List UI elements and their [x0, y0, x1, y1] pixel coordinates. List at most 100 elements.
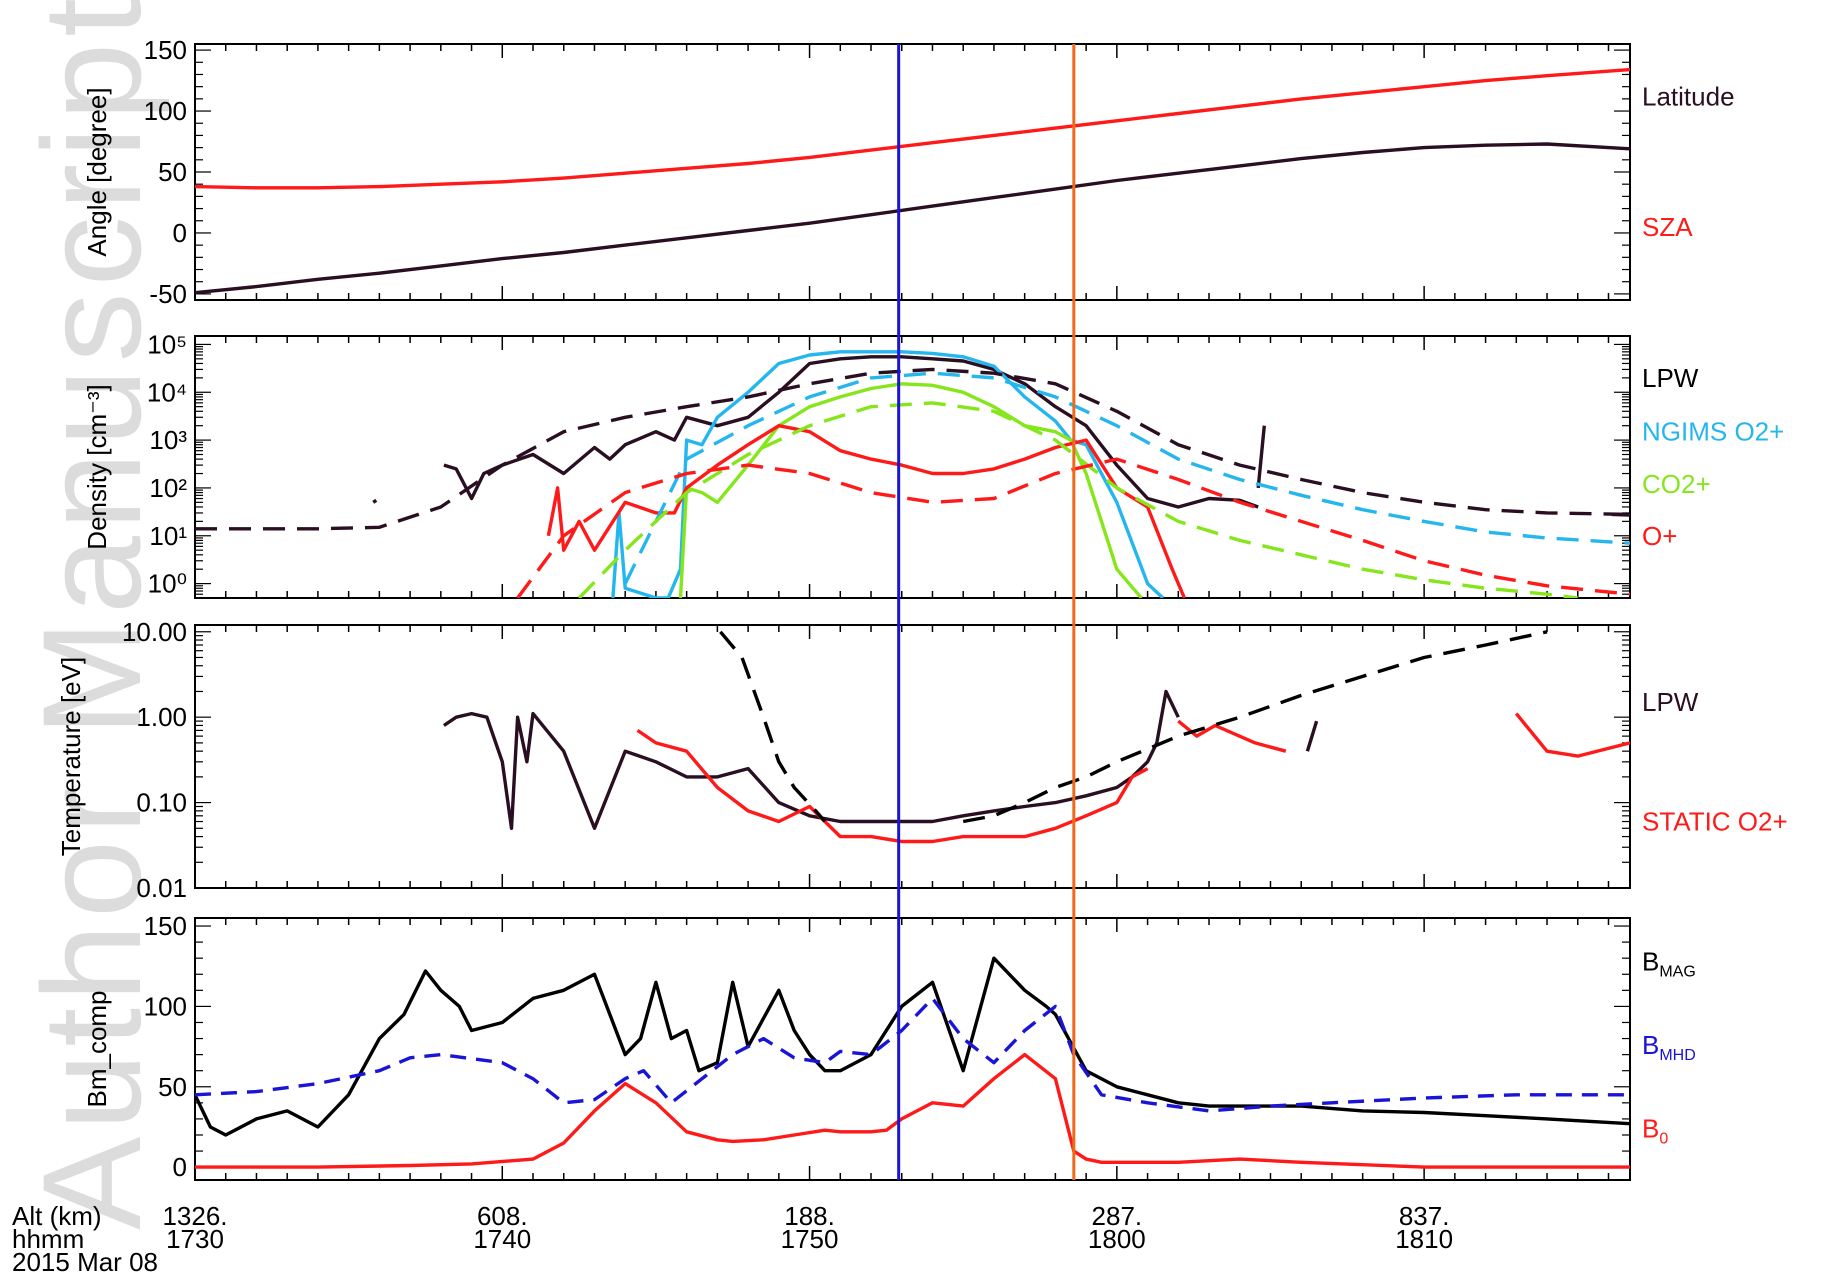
panel-frame [194, 335, 1631, 599]
legend-name: Latitude [1642, 81, 1735, 111]
series-group [195, 956, 1630, 1169]
series-lpw-extra [1256, 425, 1266, 489]
y-tick-label: 100 [144, 96, 187, 126]
series-lpw [443, 355, 1259, 509]
alt-tick-label: 188. [784, 1201, 835, 1231]
series-o- [546, 424, 1186, 598]
legend-name: NGIMS O2+ [1642, 417, 1784, 447]
legend-name: O+ [1642, 521, 1677, 551]
panel-frame [194, 43, 1631, 301]
legend-name: CO2+ [1642, 469, 1711, 499]
alt-label: Alt (km) [12, 1201, 102, 1231]
panel-frame [194, 917, 1631, 1181]
legend-name: LPW [1642, 363, 1699, 393]
panel-3: 10.00 1.00 0.10 0.01 Temperature [eV] LPW STAT… [56, 617, 1788, 903]
series-lpw-model [719, 630, 827, 823]
series-ngims-o2- [611, 350, 1165, 598]
alt-tick-label: 608. [477, 1201, 528, 1231]
y-tick-label: 10⁴ [147, 377, 187, 407]
legend-label: LPW [1642, 363, 1699, 393]
legend-label: SZA [1642, 212, 1693, 242]
legend-name: SZA [1642, 212, 1693, 242]
legend-name: STATIC O2+ [1642, 807, 1788, 837]
legend-subscript: MHD [1659, 1047, 1695, 1064]
y-tick-label: 150 [144, 911, 187, 941]
legend-name: LPW [1642, 687, 1699, 717]
series-b-0 [195, 1052, 1630, 1169]
time-tick-label: 1810 [1395, 1224, 1453, 1254]
y-tick-label: 0.01 [136, 873, 187, 903]
panel-1: 150 100 50 0 -50 Angle [degree] Latitude SZA [82, 35, 1735, 309]
y-tick-label: 10⁵ [147, 329, 187, 359]
series-lpw-dot [372, 498, 378, 504]
series-o-model [516, 457, 1630, 598]
legend-label: LPW [1642, 687, 1699, 717]
y-tick-label: 50 [158, 157, 187, 187]
legend-label: CO2+ [1642, 469, 1711, 499]
y-tick-label: 0 [173, 218, 187, 248]
y-axis-label: Density [cm⁻³] [82, 384, 112, 549]
legend-label: NGIMS O2+ [1642, 417, 1784, 447]
y-tick-label: 0 [173, 1152, 187, 1182]
date-label: 2015 Mar 08 [12, 1247, 158, 1275]
panel-frame [194, 624, 1631, 889]
time-tick-label: 1730 [166, 1224, 224, 1254]
series-static-o2-b [1177, 719, 1287, 753]
legend-label: BMHD [1642, 1030, 1696, 1064]
alt-tick-label: 287. [1092, 1201, 1143, 1231]
series-group [442, 630, 1630, 844]
legend-name: B [1642, 1030, 1659, 1060]
y-tick-label: 10¹ [149, 521, 187, 551]
legend-label: BMAG [1642, 946, 1696, 980]
series-b-mhd [195, 996, 1630, 1113]
y-axis-label: Temperature [eV] [56, 657, 86, 856]
series-b-mag [195, 956, 1630, 1137]
y-axis-label: Bm_comp [82, 990, 112, 1107]
legend-subscript: MAG [1659, 963, 1695, 980]
y-tick-label: 10.00 [122, 617, 187, 647]
y-tick-label: 1.00 [136, 702, 187, 732]
legend-name: B [1642, 946, 1659, 976]
panel-2: 10⁵ 10⁴ 10³ 10² 10¹ 10⁰ Density [cm⁻³] LPW NGIMS… [82, 329, 1784, 599]
time-tick-label: 1800 [1088, 1224, 1146, 1254]
alt-tick-label: 1326. [162, 1201, 227, 1231]
series-co2-model [577, 401, 1579, 598]
series-latitude [195, 142, 1630, 295]
series-static-o2-c [1514, 712, 1630, 758]
series-lpw-b [1155, 689, 1180, 744]
alt-tick-label: 837. [1399, 1201, 1450, 1231]
legend-subscript: 0 [1659, 1131, 1668, 1148]
legend-name: B [1642, 1114, 1659, 1144]
y-tick-label: 50 [158, 1072, 187, 1102]
y-tick-label: 0.10 [136, 788, 187, 818]
y-axis-label: Angle [degree] [82, 87, 112, 256]
series-group [195, 350, 1630, 598]
y-tick-label: 100 [144, 991, 187, 1021]
legend-label: Latitude [1642, 81, 1735, 111]
legend-label: O+ [1642, 521, 1677, 551]
series-lpw-model [195, 367, 1630, 531]
series-sza [195, 67, 1630, 190]
plots: 150 100 50 0 -50 Angle [degree] Latitude SZA 10⁵… [56, 35, 1788, 1182]
y-tick-label: 10³ [149, 425, 187, 455]
series-co2- [678, 382, 1143, 598]
legend-label: STATIC O2+ [1642, 807, 1788, 837]
series-ngims-model [623, 371, 1630, 585]
series-static-o2- [636, 728, 1149, 844]
series-group [195, 67, 1630, 295]
watermark: Author Manuscript [13, 0, 170, 1230]
time-tick-label: 1750 [781, 1224, 839, 1254]
y-tick-label: 10⁰ [148, 569, 187, 599]
time-tick-label: 1740 [473, 1224, 531, 1254]
legend-label: B0 [1642, 1114, 1668, 1148]
series-lpw [442, 711, 1159, 830]
series-lpw-c [1305, 720, 1319, 752]
y-tick-label: 150 [144, 35, 187, 65]
series-lpw-model-b [962, 630, 1548, 824]
footer-axis: Alt (km) hhmm 2015 Mar 08 1326.1730608.1… [12, 1201, 1453, 1275]
time-label: hhmm [12, 1224, 84, 1254]
y-tick-label: -50 [149, 279, 187, 309]
y-tick-label: 10² [149, 473, 187, 503]
